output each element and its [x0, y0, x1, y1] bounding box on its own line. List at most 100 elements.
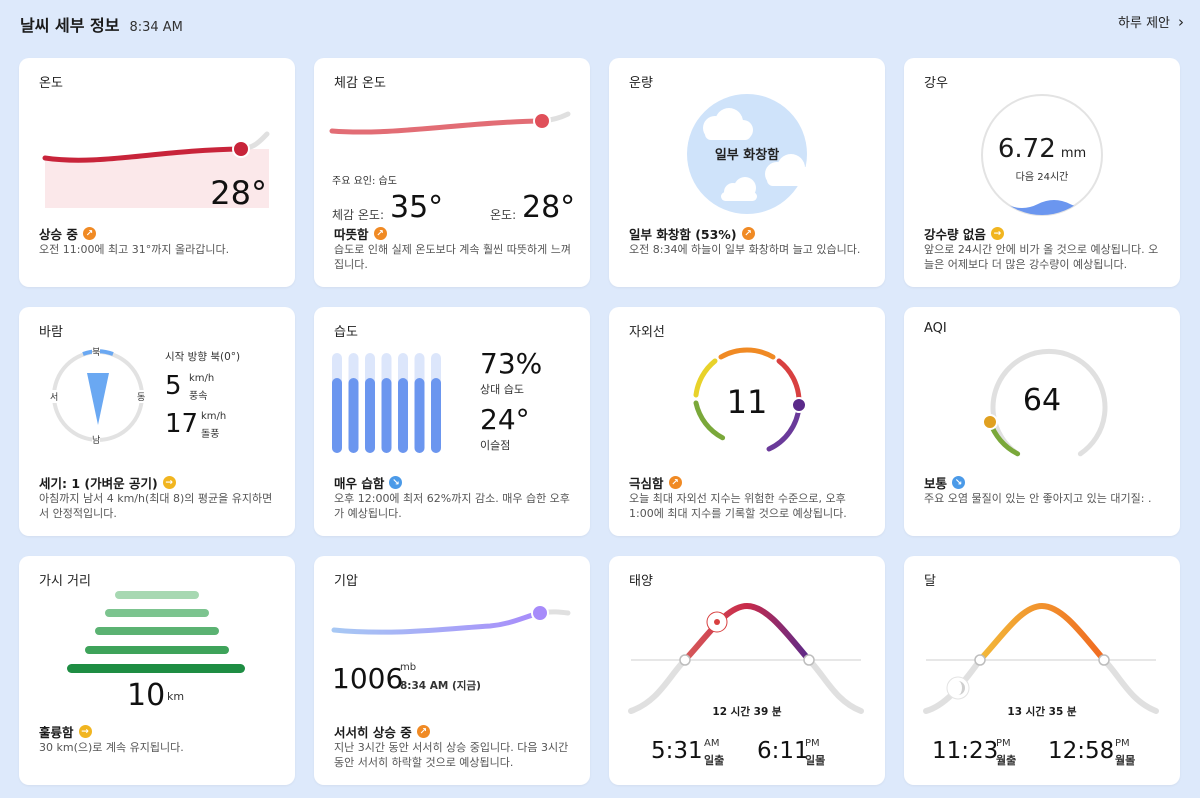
moonset-time: 12:58 — [1048, 738, 1115, 764]
rain-gauge — [981, 94, 1103, 216]
card-title: AQI — [924, 321, 947, 336]
dew-point-label: 이슬점 — [480, 439, 511, 452]
rain-desc: 앞으로 24시간 안에 비가 올 것으로 예상됩니다. 오늘은 어제보다 더 많… — [924, 243, 1159, 271]
sunset-ampm: PM — [805, 738, 820, 749]
status-label: 일부 화창함 (53%) — [629, 227, 737, 242]
status-label: 보통 — [924, 476, 948, 491]
visibility-bars — [67, 591, 245, 673]
trend-flat-icon: → — [78, 725, 92, 738]
compass-e: 동 — [137, 390, 146, 403]
actual-temp-value: 28° — [522, 190, 576, 225]
aqi-status: 보통 ↘ — [924, 473, 966, 492]
compass-n: 북 — [92, 345, 101, 358]
humidity-bars — [332, 353, 441, 453]
card-title: 태양 — [629, 574, 653, 589]
actual-temp-label: 온도: — [490, 208, 517, 222]
uv-status: 극심함 ↗ — [629, 473, 682, 492]
card-title: 강우 — [924, 76, 948, 91]
wind-status: 세기: 1 (가벼운 공기) → — [39, 473, 176, 492]
moon-card[interactable]: 달 13 시간 35 분 11:23 PM 월출 12:58 PM 월몰 — [904, 556, 1180, 785]
uv-value: 11 — [726, 383, 768, 421]
temperature-status: 상승 중 ↗ — [39, 224, 96, 243]
visibility-unit: km — [167, 690, 185, 703]
wind-card[interactable]: 바람 북 동 남 서 시작 방향 북(0°) 5 km/h 풍속 17 km/h… — [19, 307, 295, 536]
card-title: 달 — [924, 574, 936, 589]
wind-gust-value: 17 — [165, 409, 199, 439]
sun-arc-chart — [628, 602, 864, 714]
sunset-label: 일몰 — [805, 754, 826, 767]
moonset-ampm: PM — [1115, 738, 1130, 749]
feels-like-card[interactable]: 체감 온도 주요 요인: 습도 체감 온도: 35° 온도: 28° 따뜻함 ↗ … — [314, 58, 590, 287]
visibility-status: 훌륭함 → — [39, 722, 92, 741]
status-label: 세기: 1 (가벼운 공기) — [39, 476, 158, 491]
trend-up-icon: ↗ — [668, 476, 682, 489]
moonrise-time: 11:23 — [932, 738, 999, 764]
aqi-card[interactable]: AQI 64 보통 ↘ 주요 오염 물질이 있는 안 좋아지고 있는 대기질: . — [904, 307, 1180, 536]
humidity-bar-fill — [381, 378, 392, 453]
status-label: 따뜻함 — [334, 227, 369, 242]
dew-point-value: 24° — [480, 403, 530, 436]
compass-s: 남 — [92, 433, 101, 446]
pressure-status: 서서히 상승 중 ↗ — [334, 722, 430, 741]
humidity-desc: 오후 12:00에 최저 62%까지 감소. 매우 습한 오후가 예상됩니다. — [334, 492, 570, 520]
chevron-right-icon: › — [1178, 12, 1184, 31]
uv-gauge — [693, 347, 807, 452]
humidity-bar-fill — [431, 378, 441, 453]
header-time: 8:34 AM — [129, 20, 183, 35]
wind-gust-label: 돌풍 — [201, 429, 220, 440]
feels-like-status: 따뜻함 ↗ — [334, 224, 387, 243]
trend-down-icon: ↘ — [952, 476, 966, 489]
trend-up-icon: ↗ — [741, 227, 755, 240]
pressure-value: 1006 — [332, 662, 404, 695]
sunrise-label: 일출 — [704, 754, 725, 767]
humidity-bar-fill — [398, 378, 408, 453]
temperature-card[interactable]: 온도 28° 상승 중 ↗ 오전 11:00에 최고 31°까지 올라갑니다. — [19, 58, 295, 287]
card-title: 기압 — [334, 574, 358, 589]
humidity-bar-fill — [348, 378, 359, 453]
status-label: 극심함 — [629, 476, 664, 491]
card-title: 운량 — [629, 76, 653, 91]
visibility-desc: 30 km(으)로 계속 유지됩니다. — [39, 741, 184, 754]
header: 날씨 세부 정보 8:34 AM — [20, 12, 183, 35]
pressure-card[interactable]: 기압 1006 mb 8:34 AM (지금) 서서히 상승 중 ↗ 지난 3시간… — [314, 556, 590, 785]
trend-up-icon: ↗ — [416, 725, 430, 738]
uv-card[interactable]: 자외선 11 극심함 ↗ 오늘 최대 자외선 지수는 위험한 수준으로, 오후 1… — [609, 307, 885, 536]
aqi-gauge — [982, 348, 1108, 457]
wind-speed-label: 풍속 — [189, 391, 208, 402]
wind-speed-value: 5 — [165, 371, 182, 401]
humidity-bar-fill — [365, 378, 375, 453]
sunset-time: 6:11 — [757, 738, 809, 764]
aqi-value: 64 — [1022, 383, 1062, 418]
temperature-value: 28° — [210, 174, 267, 212]
cloud-cover-card[interactable]: 운량 일부 화창함 일부 화창함 (53%) ↗ 오전 8:34에 하늘이 일부 … — [609, 58, 885, 287]
status-label: 매우 습함 — [334, 476, 385, 491]
status-label: 상승 중 — [39, 227, 78, 242]
feels-like-factor: 주요 요인: 습도 — [332, 176, 397, 187]
card-title: 체감 온도 — [334, 76, 386, 91]
trend-up-icon: ↗ — [373, 227, 387, 240]
feels-like-value: 35° — [390, 190, 444, 225]
card-title: 바람 — [39, 325, 63, 340]
humidity-card[interactable]: 습도 73% 상대 습도 24° 이슬점 매우 습함 ↘ 오후 12:00에 최저… — [314, 307, 590, 536]
sun-card[interactable]: 태양 12 시간 39 분 5:31 AM 일출 6:11 PM 일몰 — [609, 556, 885, 785]
visibility-card[interactable]: 가시 거리 10 km 훌륭함 → 30 km(으)로 계속 유지됩니다. — [19, 556, 295, 785]
card-title: 습도 — [334, 325, 358, 340]
cloud-desc: 오전 8:34에 하늘이 일부 화창하며 늘고 있습니다. — [629, 243, 861, 256]
humidity-status: 매우 습함 ↘ — [334, 473, 403, 492]
card-title: 온도 — [39, 76, 63, 91]
card-title: 가시 거리 — [39, 574, 91, 589]
moonlight-duration: 13 시간 35 분 — [1007, 706, 1077, 718]
feels-like-desc: 습도로 인해 실제 온도보다 계속 훨씬 따뜻하게 느껴집니다. — [334, 243, 571, 271]
sunrise-time: 5:31 — [651, 738, 703, 764]
rain-card[interactable]: 강우 6.72 mm 다음 24시간 강수량 없음 → 앞으로 24시간 안에 비… — [904, 58, 1180, 287]
daily-suggestion-label: 하루 제안 — [1118, 16, 1170, 31]
feels-like-label: 체감 온도: — [332, 208, 385, 222]
daily-suggestion-link[interactable]: 하루 제안 › — [1118, 12, 1184, 32]
status-label: 서서히 상승 중 — [334, 725, 412, 740]
wind-direction: 시작 방향 북(0°) — [165, 351, 241, 363]
aqi-desc: 주요 오염 물질이 있는 안 좋아지고 있는 대기질: . — [924, 492, 1152, 505]
humidity-label: 상대 습도 — [480, 383, 524, 396]
humidity-bar-fill — [414, 378, 425, 453]
trend-up-icon: ↗ — [82, 227, 96, 240]
temperature-trend-chart — [42, 131, 270, 208]
